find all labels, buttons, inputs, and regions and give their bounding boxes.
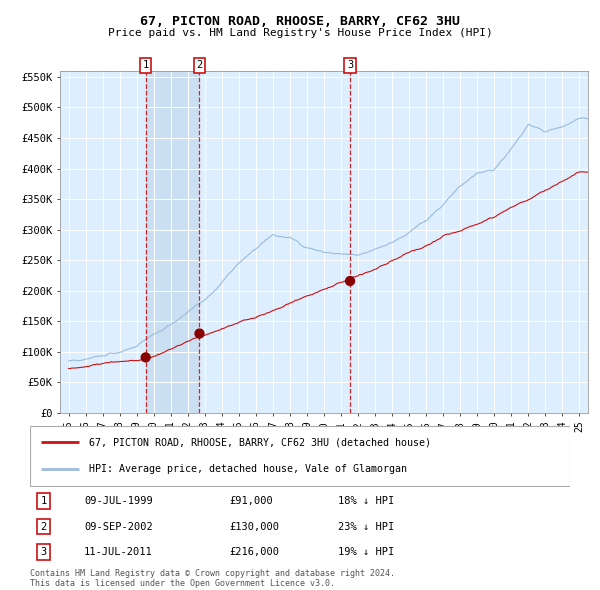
Text: This data is licensed under the Open Government Licence v3.0.: This data is licensed under the Open Gov…	[30, 579, 335, 588]
Text: 2: 2	[40, 522, 47, 532]
Text: 3: 3	[40, 547, 47, 557]
Text: 3: 3	[347, 60, 353, 70]
Text: Price paid vs. HM Land Registry's House Price Index (HPI): Price paid vs. HM Land Registry's House …	[107, 28, 493, 38]
Text: HPI: Average price, detached house, Vale of Glamorgan: HPI: Average price, detached house, Vale…	[89, 464, 407, 474]
Text: Contains HM Land Registry data © Crown copyright and database right 2024.: Contains HM Land Registry data © Crown c…	[30, 569, 395, 578]
Text: 09-JUL-1999: 09-JUL-1999	[84, 496, 153, 506]
Point	[194, 329, 204, 338]
Text: 2: 2	[196, 60, 203, 70]
Text: 1: 1	[143, 60, 149, 70]
Bar	[146, 71, 199, 413]
Text: 23% ↓ HPI: 23% ↓ HPI	[338, 522, 394, 532]
Point	[141, 353, 151, 362]
Text: 19% ↓ HPI: 19% ↓ HPI	[338, 547, 394, 557]
Text: 09-SEP-2002: 09-SEP-2002	[84, 522, 153, 532]
Text: 11-JUL-2011: 11-JUL-2011	[84, 547, 153, 557]
Text: 67, PICTON ROAD, RHOOSE, BARRY, CF62 3HU (detached house): 67, PICTON ROAD, RHOOSE, BARRY, CF62 3HU…	[89, 437, 431, 447]
Text: £91,000: £91,000	[230, 496, 274, 506]
Text: 67, PICTON ROAD, RHOOSE, BARRY, CF62 3HU: 67, PICTON ROAD, RHOOSE, BARRY, CF62 3HU	[140, 15, 460, 28]
Text: 18% ↓ HPI: 18% ↓ HPI	[338, 496, 394, 506]
Text: 1: 1	[40, 496, 47, 506]
Text: £216,000: £216,000	[230, 547, 280, 557]
Point	[345, 276, 355, 286]
Text: £130,000: £130,000	[230, 522, 280, 532]
